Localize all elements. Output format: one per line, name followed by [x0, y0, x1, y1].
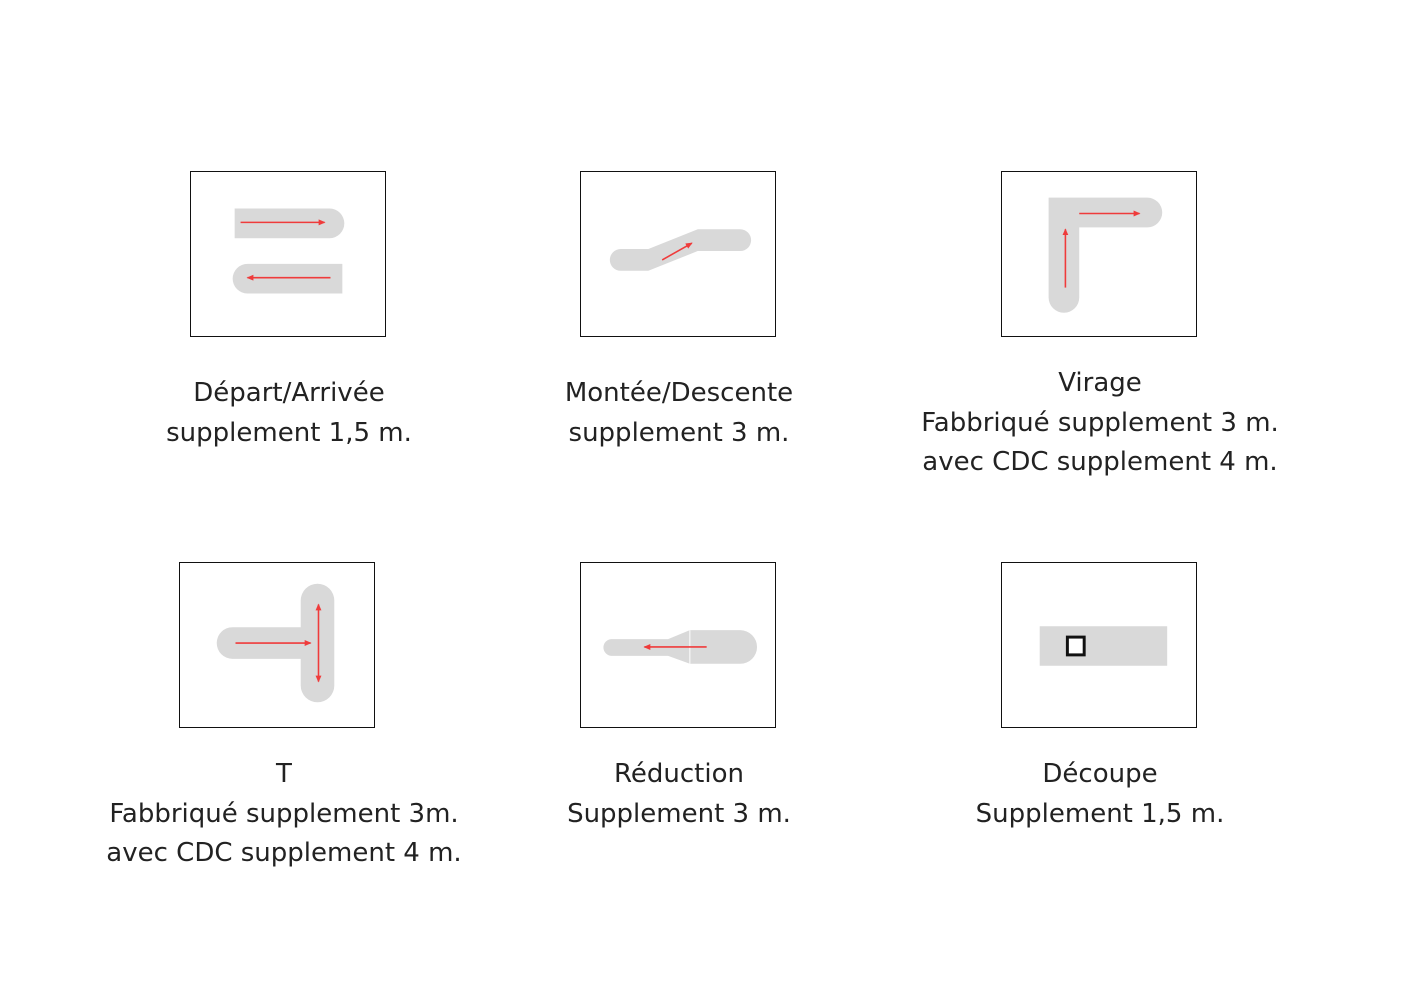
tile-t	[179, 562, 375, 728]
tile-montee-descente	[580, 171, 776, 337]
caption-line: avec CDC supplement 4 m.	[922, 447, 1278, 477]
caption-depart-arrivee: Départ/Arrivée supplement 1,5 m.	[79, 374, 499, 453]
caption-line: Supplement 1,5 m.	[975, 798, 1225, 829]
tile-depart-arrivee	[190, 171, 386, 337]
caption-title: Découpe	[1042, 759, 1158, 789]
caption-line: avec CDC supplement 4 m.	[106, 838, 462, 868]
tile-virage	[1001, 171, 1197, 337]
start-finish-icon	[232, 208, 345, 294]
caption-title: T	[276, 759, 292, 789]
slope-icon	[609, 229, 752, 271]
caption-title: Départ/Arrivée	[193, 378, 385, 408]
caption-t: T Fabbriqué supplement 3m. avec CDC supp…	[74, 755, 494, 874]
reduction-icon	[603, 630, 758, 664]
tile-reduction	[580, 562, 776, 728]
caption-line: Fabbriqué supplement 3 m.	[921, 407, 1279, 438]
bend-icon	[1048, 197, 1163, 313]
t-junction-icon	[216, 583, 335, 703]
caption-decoupe: Découpe Supplement 1,5 m.	[890, 755, 1310, 834]
caption-title: Virage	[1058, 368, 1142, 398]
caption-title: Montée/Descente	[564, 378, 794, 408]
caption-reduction: Réduction Supplement 3 m.	[469, 755, 889, 834]
caption-line: supplement 1,5 m.	[166, 417, 412, 448]
caption-virage: Virage Fabbriqué supplement 3 m. avec CD…	[890, 364, 1310, 483]
caption-line: supplement 3 m.	[568, 417, 790, 448]
tile-decoupe	[1001, 562, 1197, 728]
cutout-icon	[1039, 626, 1168, 666]
caption-title: Réduction	[614, 759, 744, 789]
caption-montee-descente: Montée/Descente supplement 3 m.	[469, 374, 889, 453]
caption-line: Fabbriqué supplement 3m.	[109, 798, 459, 829]
caption-line: Supplement 3 m.	[567, 798, 791, 829]
